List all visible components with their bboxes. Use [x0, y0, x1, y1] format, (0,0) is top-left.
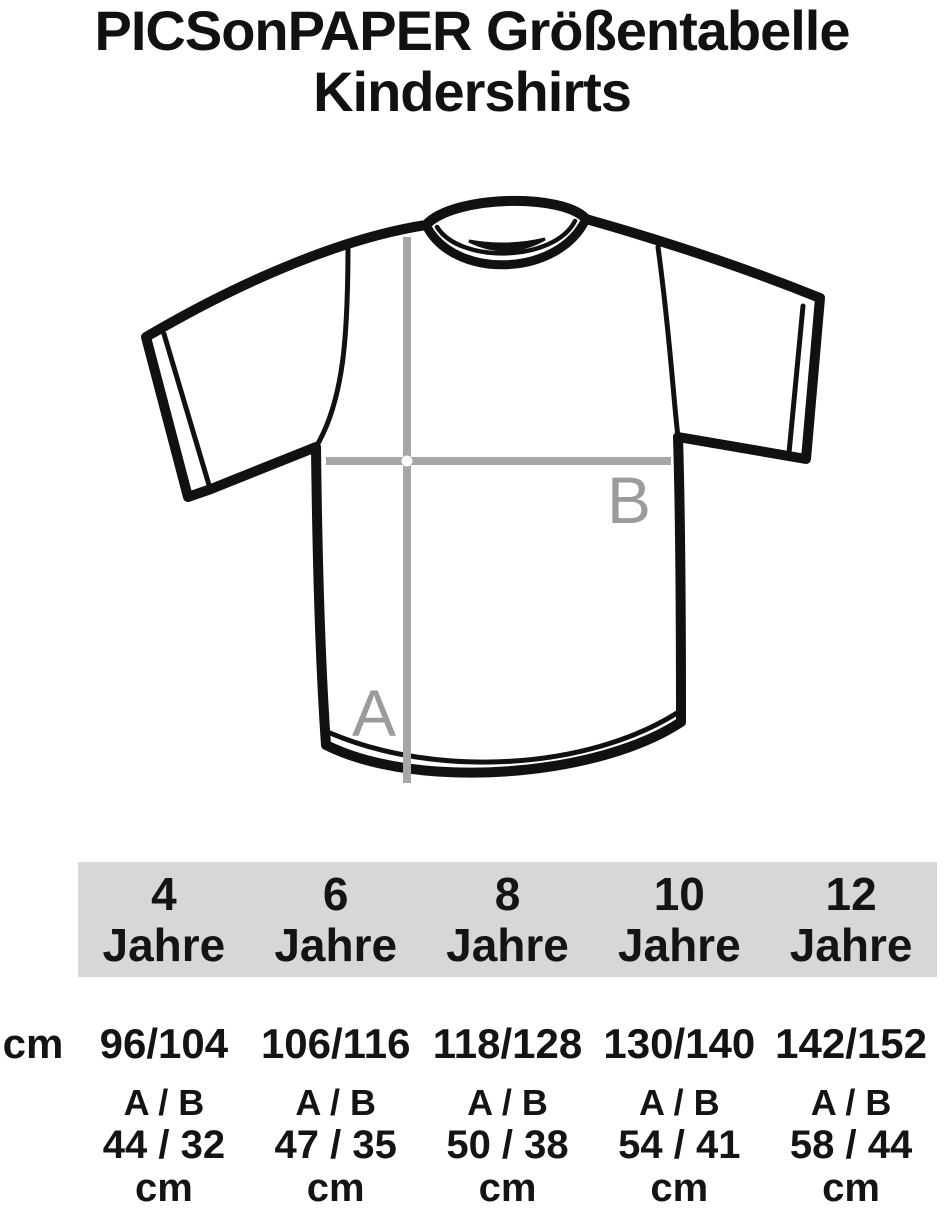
ab-value: 47 / 35: [274, 1123, 397, 1167]
height-value: 118/128: [432, 1020, 583, 1067]
ab-value: 44 / 32: [102, 1123, 226, 1167]
ab-unit: cm: [478, 1166, 537, 1210]
height-row: 96/104 106/116 118/128 130/140 142/152: [78, 1022, 937, 1066]
ab-label: A / B: [638, 1082, 720, 1123]
age-unit: Jahre: [617, 919, 741, 971]
ab-unit: cm: [306, 1166, 365, 1210]
left-cuff-seam: [161, 331, 212, 488]
page-title: PICSonPAPER Größentabelle Kindershirts: [0, 0, 944, 122]
ab-unit: cm: [822, 1166, 880, 1210]
height-value: 130/140: [603, 1020, 756, 1067]
collar-outer-arc: [421, 214, 591, 270]
age-value: 6: [322, 868, 349, 920]
ab-label: A / B: [123, 1082, 205, 1123]
collar-back-seam: [468, 237, 546, 252]
age-value: 12: [825, 868, 877, 920]
tshirt-measurement-diagram: A B: [118, 185, 838, 825]
ab-cell: A / B 54 / 41 cm: [593, 1081, 765, 1210]
measure-cross-dot: [401, 455, 413, 467]
tshirt-diagram-svg: A B: [141, 196, 825, 783]
page-title-line2: Kindershirts: [313, 60, 632, 123]
age-unit: Jahre: [446, 919, 569, 971]
ab-label: A / B: [810, 1082, 892, 1123]
hem-seam: [327, 710, 680, 765]
ab-unit: cm: [650, 1166, 709, 1210]
size-column-header: 6 Jahre: [250, 862, 422, 977]
size-table-header-band: 4 Jahre 6 Jahre 8 Jahre 10 Jahre 12 Jahr…: [78, 862, 937, 977]
size-column-header: 12 Jahre: [765, 862, 937, 977]
age-value: 4: [151, 868, 177, 920]
right-armhole-seam: [655, 244, 681, 440]
ab-cell: A / B 47 / 35 cm: [250, 1081, 422, 1210]
ab-cell: A / B 58 / 44 cm: [765, 1081, 937, 1210]
height-value: 96/104: [99, 1020, 229, 1067]
page-title-line1: PICSonPAPER Größentabelle: [94, 0, 851, 62]
size-column-header: 4 Jahre: [78, 862, 250, 977]
right-cuff-seam: [786, 303, 806, 456]
ab-value: 58 / 44: [789, 1123, 913, 1167]
age-value: 8: [494, 868, 521, 920]
ab-value: 54 / 41: [618, 1123, 741, 1167]
row-unit-label: cm: [2, 1020, 64, 1067]
tshirt-outline: [141, 196, 825, 778]
ab-value: 50 / 38: [446, 1123, 569, 1167]
age-unit: Jahre: [274, 919, 398, 971]
age-unit: Jahre: [102, 919, 226, 971]
collar-inner-arc: [434, 218, 578, 256]
measure-label-a: A: [352, 676, 396, 750]
ab-cell: A / B 44 / 32 cm: [78, 1081, 250, 1210]
ab-label: A / B: [467, 1082, 548, 1123]
height-value: 106/116: [260, 1020, 411, 1067]
ab-label: A / B: [295, 1082, 377, 1123]
left-armhole-seam: [313, 240, 351, 450]
ab-unit: cm: [134, 1166, 193, 1210]
ab-cell: A / B 50 / 38 cm: [422, 1081, 594, 1210]
size-column-header: 8 Jahre: [422, 862, 594, 977]
measure-label-b: B: [607, 463, 651, 537]
size-column-header: 10 Jahre: [593, 862, 765, 977]
age-unit: Jahre: [789, 919, 913, 971]
height-value: 142/152: [775, 1020, 927, 1067]
age-value: 10: [653, 868, 705, 920]
ab-measurements-row: A / B 44 / 32 cm A / B 47 / 35 cm A / B …: [78, 1081, 937, 1210]
